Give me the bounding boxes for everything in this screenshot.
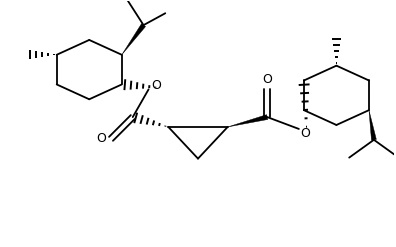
Polygon shape bbox=[228, 115, 268, 127]
Text: O: O bbox=[152, 79, 162, 92]
Polygon shape bbox=[369, 110, 376, 140]
Text: O: O bbox=[96, 132, 106, 145]
Text: O: O bbox=[262, 73, 272, 86]
Polygon shape bbox=[122, 24, 145, 55]
Text: O: O bbox=[300, 127, 310, 140]
